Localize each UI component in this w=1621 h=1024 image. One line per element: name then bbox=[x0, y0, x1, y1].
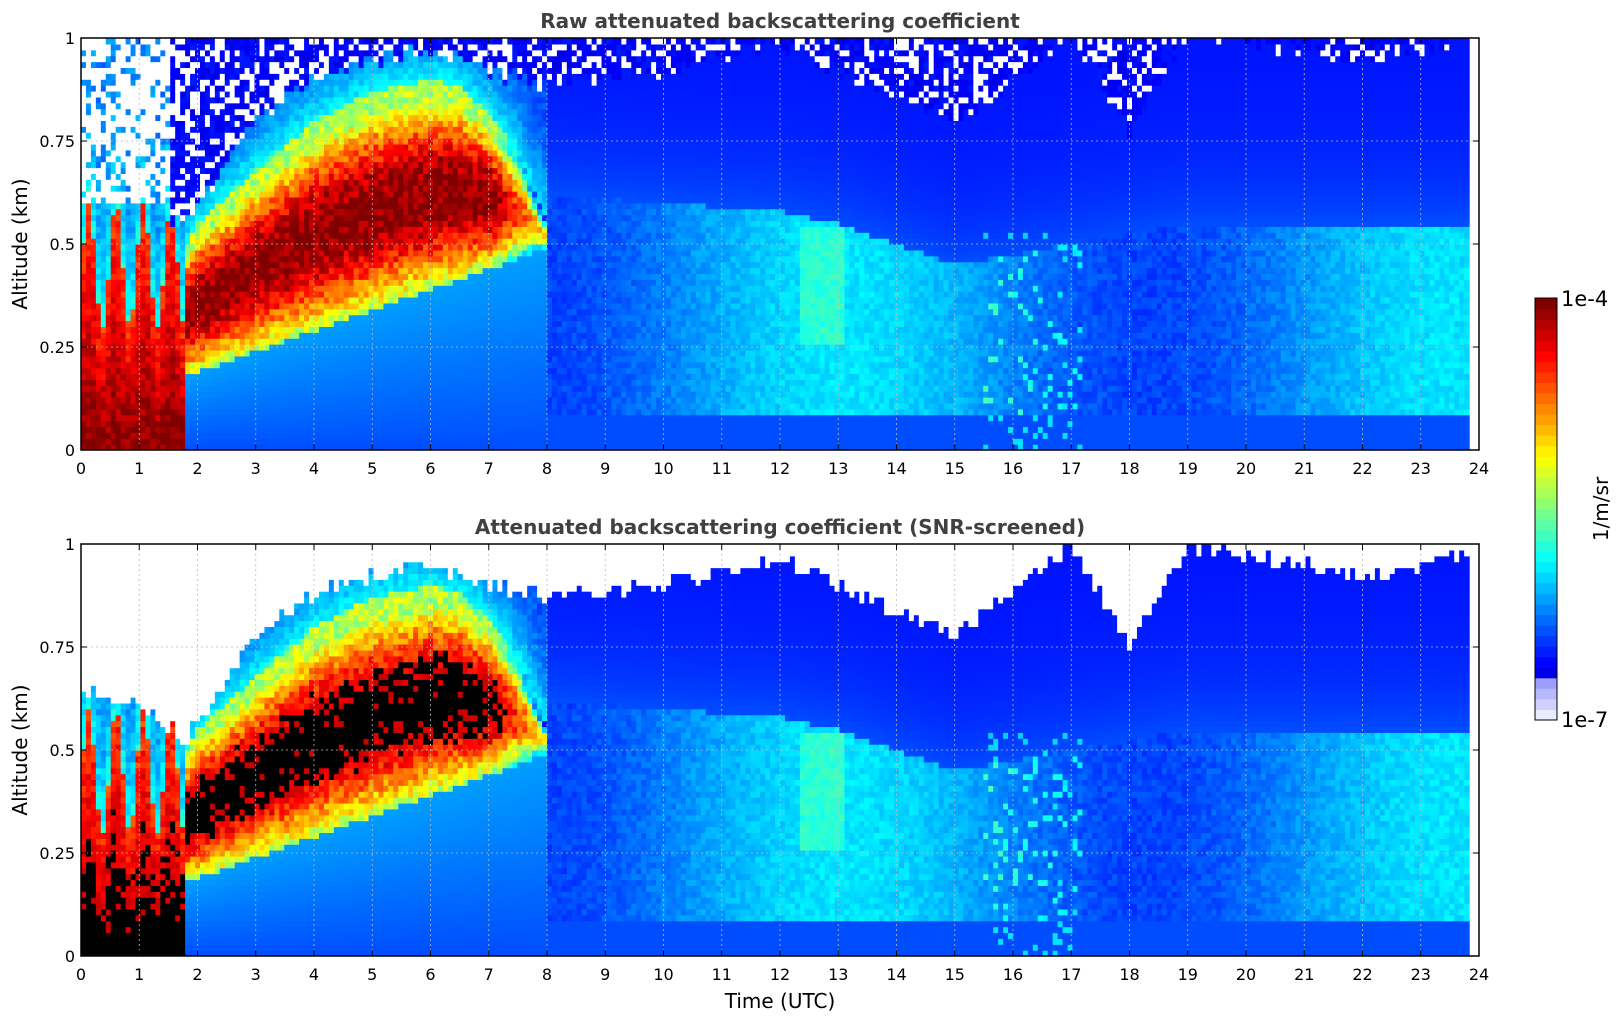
panel2-title: Attenuated backscattering coefficient (S… bbox=[475, 515, 1085, 539]
x-tick-label: 9 bbox=[600, 965, 610, 984]
x-tick-label: 5 bbox=[367, 965, 377, 984]
x-tick-label: 23 bbox=[1411, 965, 1431, 984]
x-tick-label: 13 bbox=[828, 965, 848, 984]
x-tick-label: 19 bbox=[1178, 459, 1198, 478]
x-tick-label: 11 bbox=[712, 459, 732, 478]
colorbar-max-label: 1e-4 bbox=[1561, 287, 1608, 311]
x-tick-label: 21 bbox=[1294, 459, 1314, 478]
x-tick-label: 1 bbox=[134, 965, 144, 984]
x-tick-label: 12 bbox=[770, 965, 790, 984]
x-tick-label: 14 bbox=[886, 965, 906, 984]
snr-screened-panel: Attenuated backscattering coefficient (S… bbox=[8, 515, 1489, 1013]
x-tick-label: 7 bbox=[484, 459, 494, 478]
x-tick-label: 24 bbox=[1469, 459, 1489, 478]
panel1-ylabel: Altitude (km) bbox=[8, 178, 32, 309]
y-tick-label: 1 bbox=[65, 535, 75, 554]
x-tick-label: 17 bbox=[1061, 965, 1081, 984]
x-tick-label: 14 bbox=[886, 459, 906, 478]
x-tick-label: 21 bbox=[1294, 965, 1314, 984]
x-tick-label: 15 bbox=[945, 965, 965, 984]
raw-backscatter-panel: Raw attenuated backscattering coefficien… bbox=[8, 9, 1489, 478]
x-tick-label: 15 bbox=[945, 459, 965, 478]
y-tick-label: 0 bbox=[65, 441, 75, 460]
x-tick-label: 1 bbox=[134, 459, 144, 478]
x-tick-label: 8 bbox=[542, 459, 552, 478]
y-tick-label: 0.75 bbox=[39, 132, 75, 151]
y-tick-label: 0 bbox=[65, 947, 75, 966]
y-tick-label: 0.25 bbox=[39, 844, 75, 863]
x-tick-label: 0 bbox=[76, 459, 86, 478]
x-tick-label: 4 bbox=[309, 459, 319, 478]
x-tick-label: 16 bbox=[1003, 965, 1023, 984]
x-tick-label: 10 bbox=[653, 965, 673, 984]
x-tick-label: 20 bbox=[1236, 459, 1256, 478]
panel2-ylabel: Altitude (km) bbox=[8, 684, 32, 815]
x-tick-label: 18 bbox=[1119, 965, 1139, 984]
x-tick-label: 8 bbox=[542, 965, 552, 984]
panel1-title: Raw attenuated backscattering coefficien… bbox=[540, 9, 1020, 33]
x-tick-label: 23 bbox=[1411, 459, 1431, 478]
x-tick-label: 12 bbox=[770, 459, 790, 478]
x-tick-label: 11 bbox=[712, 965, 732, 984]
colorbar-min-label: 1e-7 bbox=[1561, 708, 1608, 732]
x-tick-label: 13 bbox=[828, 459, 848, 478]
x-tick-label: 20 bbox=[1236, 965, 1256, 984]
x-tick-label: 5 bbox=[367, 459, 377, 478]
x-tick-label: 19 bbox=[1178, 965, 1198, 984]
y-tick-label: 0.75 bbox=[39, 638, 75, 657]
y-tick-label: 0.25 bbox=[39, 338, 75, 357]
x-tick-label: 0 bbox=[76, 965, 86, 984]
x-tick-label: 18 bbox=[1119, 459, 1139, 478]
x-tick-label: 10 bbox=[653, 459, 673, 478]
x-tick-label: 24 bbox=[1469, 965, 1489, 984]
x-tick-label: 2 bbox=[192, 965, 202, 984]
x-tick-label: 2 bbox=[192, 459, 202, 478]
x-tick-label: 22 bbox=[1352, 965, 1372, 984]
y-tick-label: 0.5 bbox=[50, 235, 75, 254]
y-tick-label: 1 bbox=[65, 29, 75, 48]
x-tick-label: 9 bbox=[600, 459, 610, 478]
x-tick-label: 17 bbox=[1061, 459, 1081, 478]
x-tick-label: 3 bbox=[251, 965, 261, 984]
colorbar-steps bbox=[1535, 298, 1557, 721]
panel2-xlabel: Time (UTC) bbox=[724, 989, 836, 1013]
colorbar: 1e-4 1e-7 1/m/sr bbox=[1535, 287, 1613, 732]
x-tick-label: 3 bbox=[251, 459, 261, 478]
x-tick-label: 4 bbox=[309, 965, 319, 984]
x-tick-label: 22 bbox=[1352, 459, 1372, 478]
x-tick-label: 6 bbox=[425, 459, 435, 478]
x-tick-label: 7 bbox=[484, 965, 494, 984]
x-tick-label: 6 bbox=[425, 965, 435, 984]
y-tick-label: 0.5 bbox=[50, 741, 75, 760]
x-tick-label: 16 bbox=[1003, 459, 1023, 478]
colorbar-label: 1/m/sr bbox=[1589, 476, 1613, 541]
